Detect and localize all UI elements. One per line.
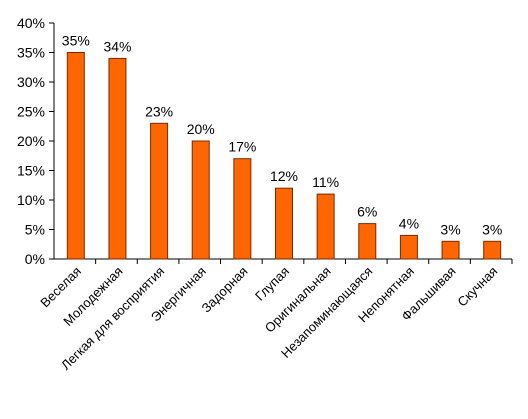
bar <box>316 193 335 260</box>
y-tick-label: 5% <box>25 222 45 238</box>
bar <box>441 240 460 260</box>
data-label: 3% <box>440 221 460 237</box>
data-label: 34% <box>103 38 131 54</box>
bar <box>233 158 252 260</box>
y-tick-label: 30% <box>17 74 45 90</box>
y-tick-label: 20% <box>17 133 45 149</box>
data-label: 35% <box>62 33 90 49</box>
bar <box>108 57 127 260</box>
y-tick-label: 40% <box>17 15 45 31</box>
data-label: 23% <box>145 103 173 119</box>
y-tick-label: 35% <box>17 45 45 61</box>
bar <box>275 187 293 260</box>
category-label: Глупая <box>252 264 292 304</box>
category-label: Задорная <box>198 264 250 316</box>
bar <box>191 140 210 260</box>
data-label: 3% <box>482 221 502 237</box>
bar <box>150 122 169 260</box>
data-label: 12% <box>270 168 298 184</box>
data-label: 6% <box>357 204 377 220</box>
category-label: Скучная <box>454 264 500 310</box>
data-label: 20% <box>187 121 215 137</box>
bar <box>483 240 502 260</box>
data-label: 17% <box>228 139 256 155</box>
plot-area: 0%5%10%15%20%25%30%35%40%35%Веселая34%Мо… <box>17 15 513 373</box>
bar <box>66 52 85 260</box>
y-tick-label: 10% <box>17 192 45 208</box>
data-label: 11% <box>312 174 339 190</box>
y-tick-label: 0% <box>25 251 45 267</box>
y-tick-label: 25% <box>17 104 45 120</box>
data-label: 4% <box>399 215 419 231</box>
bar <box>358 223 377 260</box>
bar <box>399 234 418 260</box>
y-tick-label: 15% <box>17 163 45 179</box>
